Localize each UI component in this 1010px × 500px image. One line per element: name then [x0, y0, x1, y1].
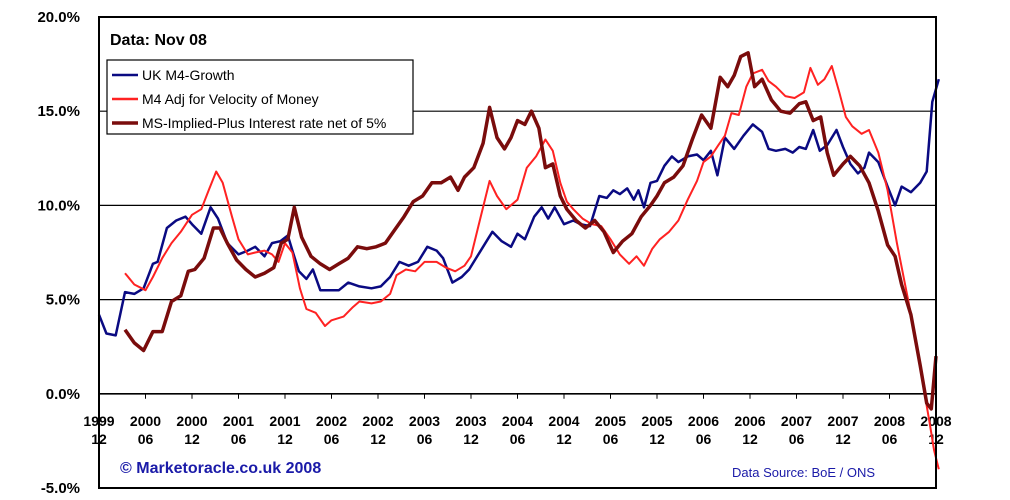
- y-tick-label: 15.0%: [37, 103, 80, 120]
- legend-label-ms-implied: MS-Implied-Plus Interest rate net of 5%: [142, 115, 386, 131]
- x-tick-month: 06: [138, 431, 154, 447]
- x-tick-year: 2006: [688, 413, 719, 429]
- x-tick-year: 2001: [269, 413, 300, 429]
- x-tick-year: 2004: [548, 413, 579, 429]
- x-tick-year: 2001: [223, 413, 254, 429]
- data-source-note: Data Source: BoE / ONS: [732, 465, 875, 480]
- x-tick-month: 06: [603, 431, 619, 447]
- legend-box: [106, 59, 414, 135]
- x-tick-month: 06: [324, 431, 340, 447]
- x-tick-month: 06: [231, 431, 247, 447]
- series-line-m4-adj-velocity: [124, 65, 940, 470]
- y-tick-label: 0.0%: [46, 386, 80, 403]
- x-tick-year: 2008: [874, 413, 905, 429]
- x-tick-year: 2000: [176, 413, 207, 429]
- y-tick-label: 20.0%: [37, 9, 80, 26]
- x-tick-month: 06: [510, 431, 526, 447]
- x-tick-month: 06: [696, 431, 712, 447]
- x-tick-year: 2000: [130, 413, 161, 429]
- x-tick-year: 2004: [502, 413, 533, 429]
- x-tick-month: 06: [789, 431, 805, 447]
- x-tick-year: 2005: [641, 413, 672, 429]
- legend: UK M4-Growth M4 Adj for Velocity of Mone…: [106, 59, 414, 135]
- legend-label-m4-adj-velocity: M4 Adj for Velocity of Money: [142, 91, 319, 107]
- x-tick-year: 2003: [409, 413, 440, 429]
- x-tick-month: 12: [835, 431, 851, 447]
- x-tick-year: 2007: [781, 413, 812, 429]
- x-tick-month: 12: [277, 431, 293, 447]
- series-line-ms-implied: [123, 51, 938, 411]
- x-tick-month: 06: [417, 431, 433, 447]
- x-tick-month: 12: [742, 431, 758, 447]
- y-axis-labels: -5.0% 0.0% 5.0% 10.0% 15.0% 20.0%: [37, 9, 80, 497]
- x-tick-year: 2007: [827, 413, 858, 429]
- y-tick-label: 5.0%: [46, 292, 80, 309]
- x-tick-month: 12: [463, 431, 479, 447]
- series-lines: [97, 51, 941, 470]
- series-line-m4-growth: [97, 78, 941, 337]
- x-tick-year: 2002: [362, 413, 393, 429]
- x-tick-month: 06: [882, 431, 898, 447]
- x-tick-month: 12: [184, 431, 200, 447]
- x-tick-year: 2002: [316, 413, 347, 429]
- copyright-notice: © Marketoracle.co.uk 2008: [120, 460, 321, 477]
- y-tick-label: 10.0%: [37, 197, 80, 214]
- x-tick-year: 2005: [595, 413, 626, 429]
- legend-label-m4-growth: UK M4-Growth: [142, 67, 235, 83]
- x-axis-labels: 1999122000062000122001062001122002062002…: [83, 393, 952, 447]
- x-tick-year: 2003: [455, 413, 486, 429]
- y-tick-label: -5.0%: [41, 480, 80, 497]
- plot-area-border: [98, 16, 937, 489]
- x-tick-month: 12: [556, 431, 572, 447]
- x-tick-month: 12: [649, 431, 665, 447]
- x-tick-year: 2006: [734, 413, 765, 429]
- chart-title: Data: Nov 08: [110, 32, 207, 49]
- x-tick-month: 12: [370, 431, 386, 447]
